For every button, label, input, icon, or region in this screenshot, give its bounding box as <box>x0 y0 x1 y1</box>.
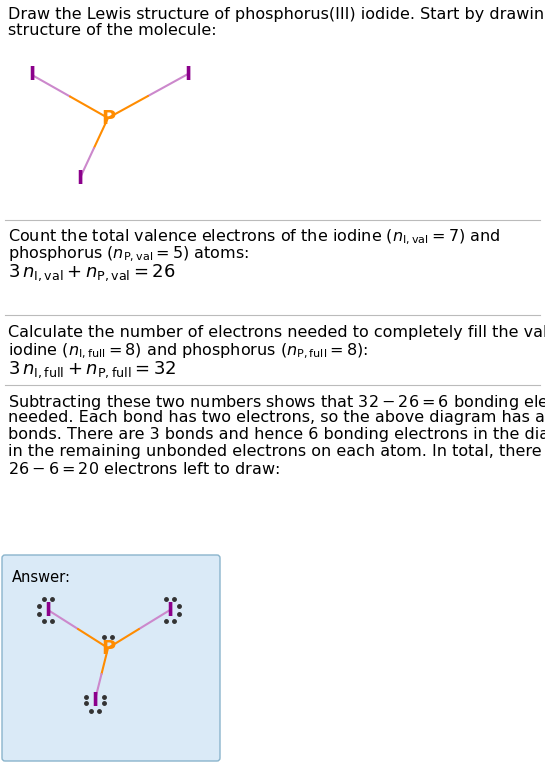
Text: I: I <box>76 169 83 187</box>
Text: iodine ($n_{\mathrm{I,full}} = 8$) and phosphorus ($n_{\mathrm{P,full}} = 8$):: iodine ($n_{\mathrm{I,full}} = 8$) and p… <box>8 342 368 361</box>
Text: I: I <box>166 601 173 620</box>
Text: structure of the molecule:: structure of the molecule: <box>8 23 216 38</box>
Text: bonds. There are 3 bonds and hence 6 bonding electrons in the diagram. Lastly, f: bonds. There are 3 bonds and hence 6 bon… <box>8 427 545 442</box>
Text: Count the total valence electrons of the iodine ($n_{\mathrm{I,val}} = 7$) and: Count the total valence electrons of the… <box>8 228 500 248</box>
Text: I: I <box>184 64 191 83</box>
Text: I: I <box>92 691 99 710</box>
Text: $3\,n_{\mathrm{I,full}} + n_{\mathrm{P,full}} = 32$: $3\,n_{\mathrm{I,full}} + n_{\mathrm{P,f… <box>8 359 177 380</box>
Text: $3\,n_{\mathrm{I,val}} + n_{\mathrm{P,val}} = 26$: $3\,n_{\mathrm{I,val}} + n_{\mathrm{P,va… <box>8 262 175 283</box>
Text: Draw the Lewis structure of phosphorus(III) iodide. Start by drawing the overall: Draw the Lewis structure of phosphorus(I… <box>8 7 545 22</box>
Text: Answer:: Answer: <box>12 570 71 585</box>
Text: Subtracting these two numbers shows that $32 - 26 = 6$ bonding electrons are: Subtracting these two numbers shows that… <box>8 393 545 412</box>
Text: $26 - 6 = 20$ electrons left to draw:: $26 - 6 = 20$ electrons left to draw: <box>8 461 280 477</box>
Text: in the remaining unbonded electrons on each atom. In total, there remain: in the remaining unbonded electrons on e… <box>8 444 545 459</box>
Text: I: I <box>45 601 52 620</box>
Text: Calculate the number of electrons needed to completely fill the valence shells f: Calculate the number of electrons needed… <box>8 325 545 340</box>
Text: P: P <box>101 108 115 128</box>
FancyBboxPatch shape <box>2 555 220 761</box>
Text: phosphorus ($n_{\mathrm{P,val}} = 5$) atoms:: phosphorus ($n_{\mathrm{P,val}} = 5$) at… <box>8 245 249 264</box>
Text: P: P <box>101 639 115 658</box>
Text: I: I <box>28 66 35 85</box>
Text: needed. Each bond has two electrons, so the above diagram has all the necessary: needed. Each bond has two electrons, so … <box>8 410 545 425</box>
